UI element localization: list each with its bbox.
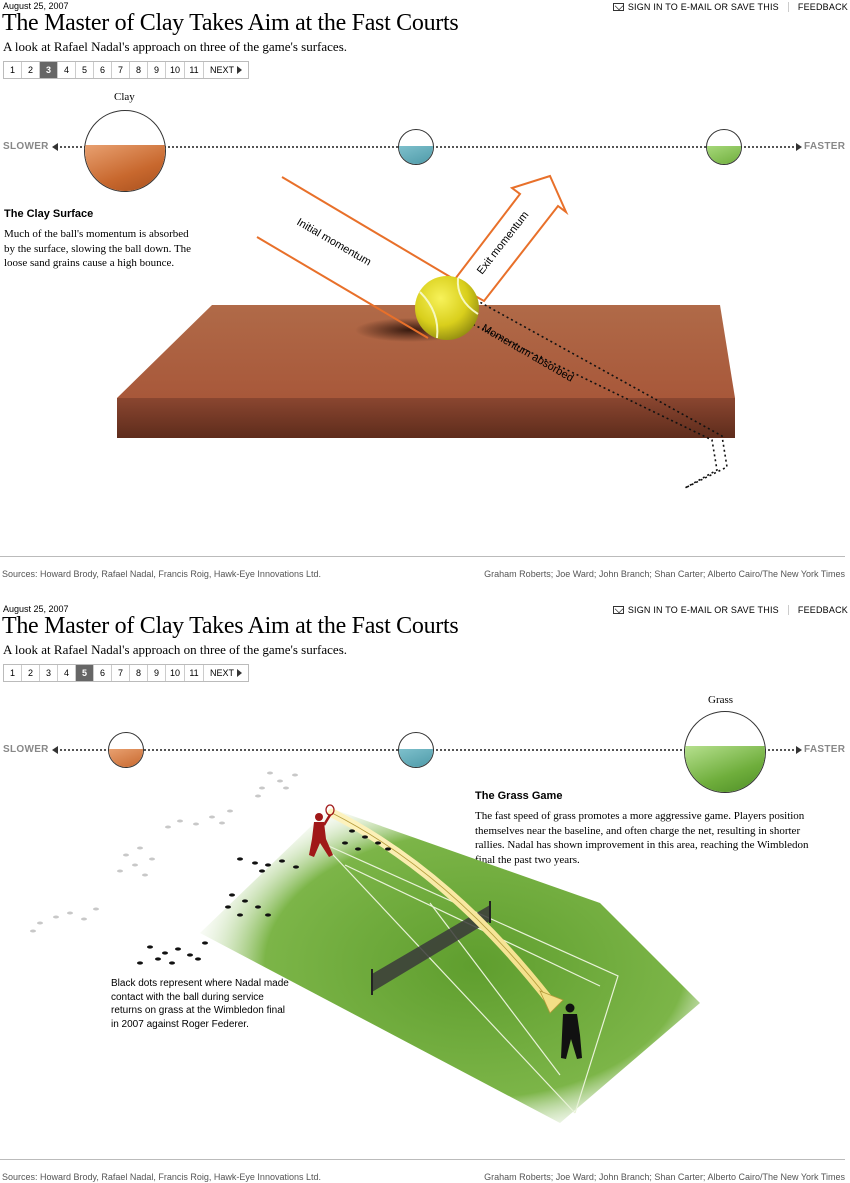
page-11-button[interactable]: 11 xyxy=(185,62,204,78)
tennis-ball-seam xyxy=(419,291,439,339)
black-contact-dots xyxy=(137,829,391,965)
grass-court xyxy=(200,808,700,1123)
arrow-left-icon xyxy=(52,143,58,151)
page-8-button[interactable]: 8 xyxy=(130,62,148,78)
grass-swatch-label: Grass xyxy=(708,694,734,706)
page-5-button[interactable]: 5 xyxy=(76,62,94,78)
sign-in-email-save-link[interactable]: SIGN IN TO E-MAIL OR SAVE THIS xyxy=(612,2,789,12)
envelope-icon xyxy=(612,3,624,11)
sources: Sources: Howard Brody, Rafael Nadal, Fra… xyxy=(2,569,321,579)
footer-divider xyxy=(0,1159,845,1160)
momentum-absorbed-arrow xyxy=(469,299,728,489)
page-1-button[interactable]: 1 xyxy=(4,665,22,681)
feedback-link[interactable]: FEEDBACK xyxy=(797,605,848,615)
page-11-button[interactable]: 11 xyxy=(185,665,204,681)
clay-court-swatch[interactable] xyxy=(84,110,166,192)
clay-slab-top xyxy=(117,305,735,398)
grass-heading: The Grass Game xyxy=(475,790,563,802)
tennis-ball-seam-2 xyxy=(456,277,479,315)
clay-texture xyxy=(109,749,143,767)
exit-momentum-arrow xyxy=(450,174,569,303)
next-arrow-icon xyxy=(237,66,242,74)
dots-legend-note: Black dots represent where Nadal made co… xyxy=(111,978,289,1030)
envelope-icon xyxy=(612,606,624,614)
scale-faster-label: FASTER xyxy=(804,744,846,755)
grass-court-swatch[interactable] xyxy=(706,129,742,165)
page-6-button[interactable]: 6 xyxy=(94,665,112,681)
page-title: The Master of Clay Takes Aim at the Fast… xyxy=(2,10,459,36)
tennis-net xyxy=(372,905,490,992)
initial-momentum-line-bottom xyxy=(256,236,429,339)
next-button[interactable]: NEXT xyxy=(204,62,248,78)
page-subtitle: A look at Rafael Nadal's approach on thr… xyxy=(3,39,347,54)
page-9-button[interactable]: 9 xyxy=(148,62,166,78)
scale-slower-label: SLOWER xyxy=(3,744,49,755)
initial-momentum-line-top xyxy=(281,176,453,279)
page-4-button[interactable]: 4 xyxy=(58,665,76,681)
pagination: 1 2 3 4 5 6 7 8 9 10 11 NEXT xyxy=(3,61,249,79)
hard-texture xyxy=(399,146,433,164)
arrow-left-icon xyxy=(52,746,58,754)
next-button[interactable]: NEXT xyxy=(204,665,248,681)
federer-player-figure xyxy=(561,1003,582,1059)
page-2-button[interactable]: 2 xyxy=(22,62,40,78)
trajectory-arrowhead xyxy=(539,990,564,1014)
scale-slower-label: SLOWER xyxy=(3,141,49,152)
page-10-button[interactable]: 10 xyxy=(166,62,185,78)
page-6-button[interactable]: 6 xyxy=(94,62,112,78)
toolbar: SIGN IN TO E-MAIL OR SAVE THIS FEEDBACK xyxy=(612,2,848,12)
hard-texture xyxy=(399,749,433,767)
ball-trajectory-edge xyxy=(331,812,551,1002)
page-3-button[interactable]: 3 xyxy=(40,665,58,681)
sign-in-email-save-link[interactable]: SIGN IN TO E-MAIL OR SAVE THIS xyxy=(612,605,789,615)
page-3-button[interactable]: 3 xyxy=(40,62,58,78)
page-7-button[interactable]: 7 xyxy=(112,62,130,78)
clay-description: Much of the ball's momentum is absorbed … xyxy=(4,228,192,269)
page-1-button[interactable]: 1 xyxy=(4,62,22,78)
page-subtitle: A look at Rafael Nadal's approach on thr… xyxy=(3,642,347,657)
clay-court-swatch[interactable] xyxy=(108,732,144,768)
slide-clay: August 25, 2007 SIGN IN TO E-MAIL OR SAV… xyxy=(0,0,850,590)
page-8-button[interactable]: 8 xyxy=(130,665,148,681)
page-7-button[interactable]: 7 xyxy=(112,665,130,681)
clay-slab-front xyxy=(117,398,735,438)
sources: Sources: Howard Brody, Rafael Nadal, Fra… xyxy=(2,1172,321,1182)
feedback-link[interactable]: FEEDBACK xyxy=(797,2,848,12)
clay-heading: The Clay Surface xyxy=(4,208,94,220)
grass-court-swatch[interactable] xyxy=(684,711,766,793)
grass-texture xyxy=(707,146,741,164)
clay-swatch-label: Clay xyxy=(114,91,135,103)
credits: Graham Roberts; Joe Ward; John Branch; S… xyxy=(484,1172,845,1182)
page-5-button[interactable]: 5 xyxy=(76,665,94,681)
next-arrow-icon xyxy=(237,669,242,677)
toolbar: SIGN IN TO E-MAIL OR SAVE THIS FEEDBACK xyxy=(612,605,848,615)
arrow-right-icon xyxy=(796,746,802,754)
page-2-button[interactable]: 2 xyxy=(22,665,40,681)
footer-divider xyxy=(0,556,845,557)
date: August 25, 2007 xyxy=(3,604,69,614)
page-9-button[interactable]: 9 xyxy=(148,665,166,681)
credits: Graham Roberts; Joe Ward; John Branch; S… xyxy=(484,569,845,579)
grass-description: The fast speed of grass promotes a more … xyxy=(475,810,809,866)
grass-diagram xyxy=(30,771,700,1123)
tennis-ball xyxy=(415,276,479,340)
hard-court-swatch[interactable] xyxy=(398,732,434,768)
clay-texture xyxy=(85,145,165,191)
arrow-right-icon xyxy=(796,143,802,151)
page-4-button[interactable]: 4 xyxy=(58,62,76,78)
date: August 25, 2007 xyxy=(3,1,69,11)
nadal-player-figure xyxy=(309,813,333,857)
scale-faster-label: FASTER xyxy=(804,141,846,152)
racket-icon xyxy=(325,804,335,816)
page-10-button[interactable]: 10 xyxy=(166,665,185,681)
pagination: 1 2 3 4 5 6 7 8 9 10 11 NEXT xyxy=(3,664,249,682)
page-title: The Master of Clay Takes Aim at the Fast… xyxy=(2,613,459,639)
gray-contact-dots xyxy=(30,771,298,933)
clay-diagram: Initial momentum Exit momentum Momentum … xyxy=(117,174,735,489)
slide-grass: August 25, 2007 SIGN IN TO E-MAIL OR SAV… xyxy=(0,603,850,1183)
hard-court-swatch[interactable] xyxy=(398,129,434,165)
grass-texture xyxy=(685,746,765,792)
